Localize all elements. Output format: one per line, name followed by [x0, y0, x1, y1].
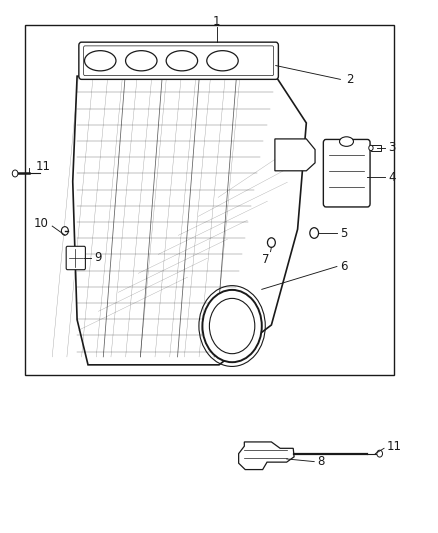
- Ellipse shape: [166, 51, 198, 71]
- Ellipse shape: [61, 227, 68, 235]
- Text: 9: 9: [94, 252, 102, 264]
- Text: 10: 10: [34, 217, 49, 230]
- FancyBboxPatch shape: [66, 246, 85, 270]
- Circle shape: [209, 298, 255, 354]
- Polygon shape: [239, 442, 294, 470]
- Text: 7: 7: [262, 253, 270, 266]
- Ellipse shape: [85, 51, 116, 71]
- Ellipse shape: [268, 238, 276, 247]
- Ellipse shape: [12, 170, 18, 177]
- Ellipse shape: [310, 228, 318, 238]
- Text: 4: 4: [388, 171, 396, 184]
- Ellipse shape: [126, 51, 157, 71]
- Text: 2: 2: [346, 73, 354, 86]
- Polygon shape: [73, 76, 306, 365]
- Bar: [25, 25, 394, 375]
- Text: 1: 1: [213, 15, 221, 28]
- Text: 5: 5: [340, 227, 347, 239]
- FancyBboxPatch shape: [79, 42, 279, 79]
- Polygon shape: [275, 139, 315, 171]
- Text: 8: 8: [317, 455, 325, 468]
- Text: 11: 11: [387, 440, 402, 453]
- FancyBboxPatch shape: [323, 140, 370, 207]
- Text: 6: 6: [340, 260, 347, 273]
- Ellipse shape: [339, 137, 353, 147]
- Bar: [371, 146, 381, 151]
- Text: 3: 3: [388, 141, 396, 155]
- Ellipse shape: [377, 450, 382, 457]
- Ellipse shape: [369, 146, 373, 151]
- Ellipse shape: [207, 51, 238, 71]
- Circle shape: [202, 290, 262, 362]
- Text: 11: 11: [35, 160, 51, 173]
